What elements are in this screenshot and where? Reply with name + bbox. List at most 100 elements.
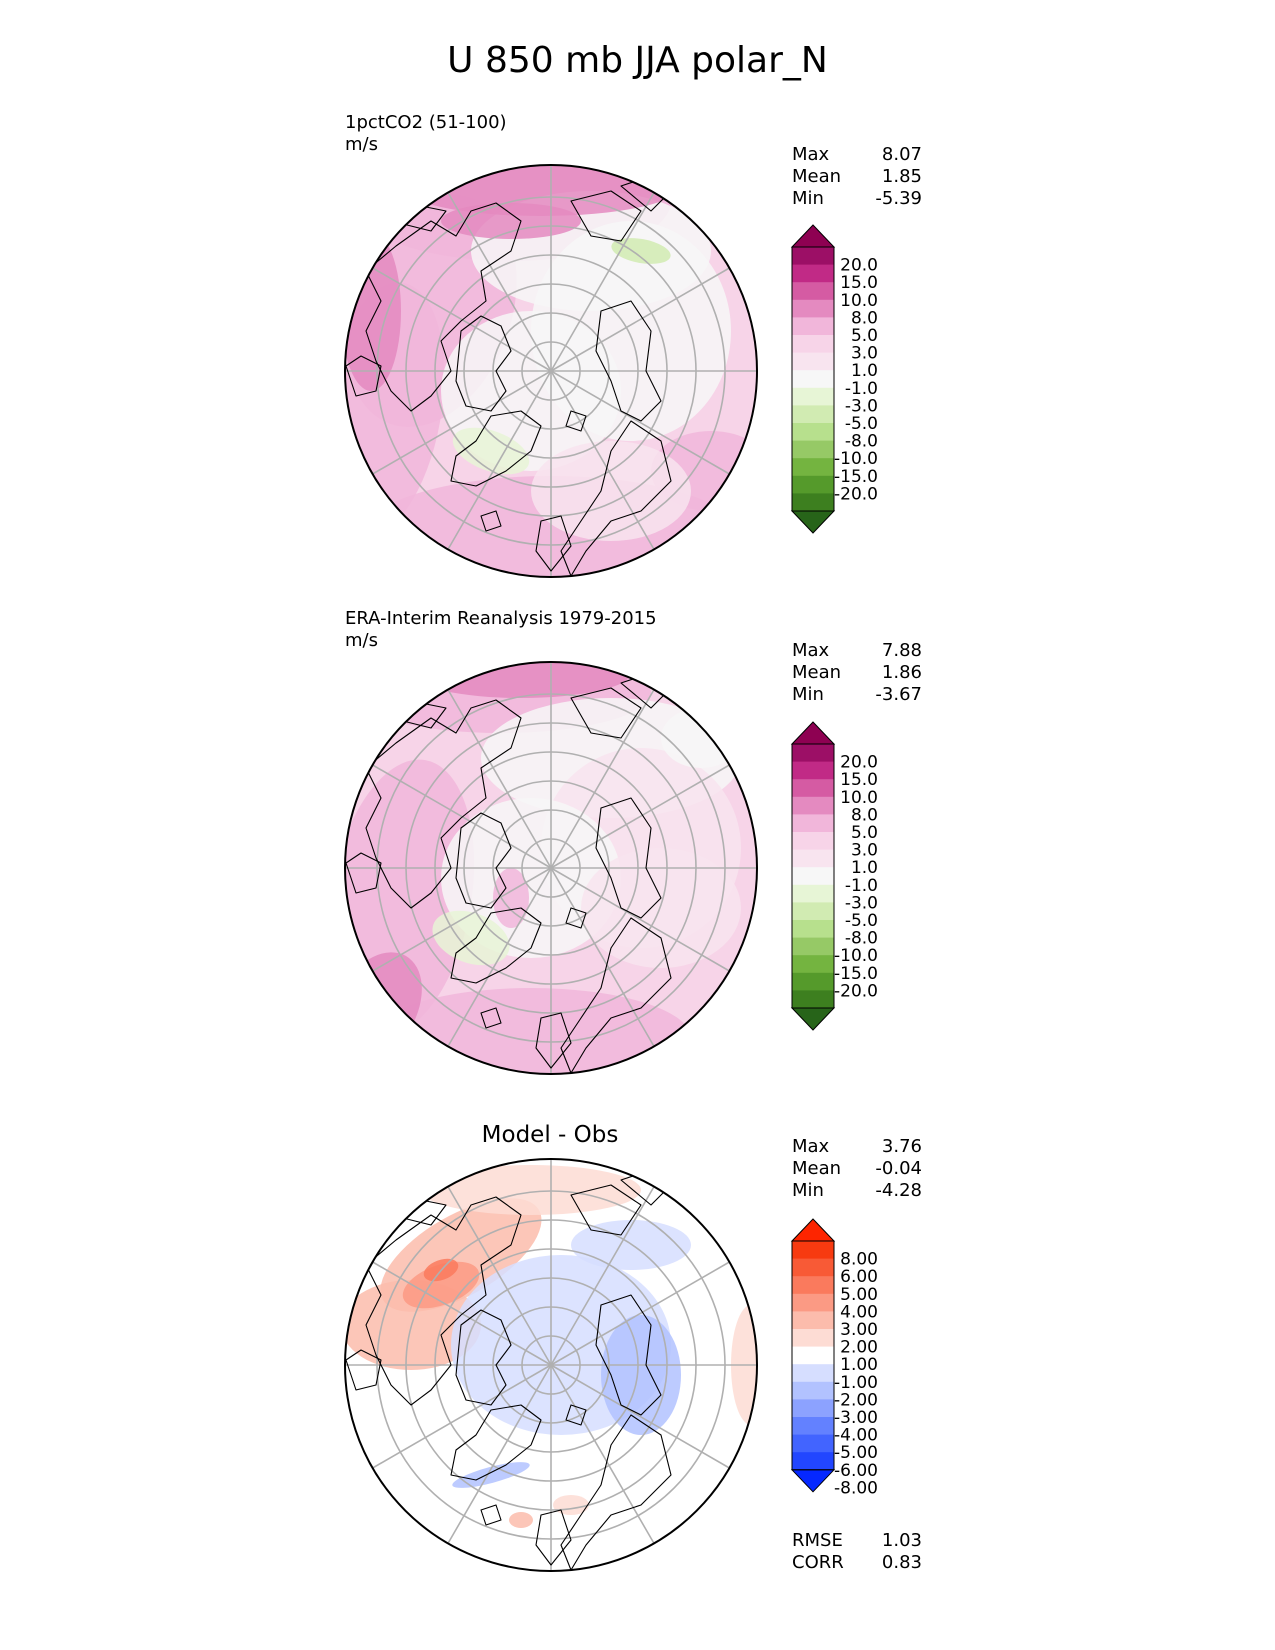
field-contour	[421, 1165, 641, 1215]
meridian-gridline	[550, 370, 730, 475]
field-contour	[452, 1462, 530, 1488]
meridian-gridline	[550, 867, 730, 972]
colorbar-tick-label: 5.0	[851, 326, 878, 346]
colorbar-tick-label: -1.0	[845, 379, 878, 399]
coastline	[595, 797, 662, 919]
panel1-stat-value: -5.39	[875, 188, 922, 209]
panel3-metric-label: CORR	[792, 1552, 844, 1573]
colorbar-swatch	[792, 1452, 834, 1471]
colorbar-swatch	[792, 779, 834, 798]
meridian-gridline	[550, 1364, 655, 1544]
colorbar-tick-label: -5.0	[845, 414, 878, 434]
colorbar-tick-label: -1.0	[845, 876, 878, 896]
colorbar-swatch	[792, 299, 834, 318]
meridian-gridline	[372, 1364, 552, 1469]
colorbar-1: 20.015.010.08.05.03.01.0-1.0-3.0-5.0-8.0…	[790, 224, 878, 534]
panel1-stat-value: 8.07	[881, 144, 922, 165]
colorbar-outline	[791, 246, 835, 512]
field-contour	[571, 1220, 691, 1270]
polar-map-1-field	[345, 165, 757, 577]
colorbar-tick-label: -10.0	[834, 449, 878, 469]
colorbar-tick-label: 8.00	[840, 1250, 878, 1270]
colorbar-outline	[791, 743, 835, 1009]
colorbar-tick-label: 1.0	[851, 858, 878, 878]
panel3-stat-label: Min	[792, 1180, 824, 1201]
panel1-stats: Max 8.07 Mean 1.85 Min -5.39	[792, 144, 922, 210]
colorbar-swatch	[792, 867, 834, 886]
colorbar-tick-label: 8.0	[851, 805, 878, 825]
polar-map-2-field	[345, 662, 757, 1074]
meridian-gridline	[447, 689, 552, 869]
colorbar-swatch	[792, 1311, 834, 1330]
colorbar-tick-label: -10.0	[834, 946, 878, 966]
colorbar-3: 8.006.005.004.003.002.001.00-1.00-2.00-3…	[790, 1218, 878, 1498]
coastline	[535, 515, 572, 572]
meridian-gridline	[550, 370, 655, 550]
colorbar-tick-label: -4.00	[834, 1426, 878, 1446]
colorbar-swatch	[792, 282, 834, 301]
panel1-stat-label: Min	[792, 188, 824, 209]
panel1-units: m/s	[345, 134, 378, 155]
panel2-units: m/s	[345, 630, 378, 651]
colorbar-swatch	[792, 247, 834, 266]
colorbar-tick-label: 10.0	[840, 291, 878, 311]
meridian-gridline	[372, 764, 552, 869]
coastline	[455, 1309, 512, 1406]
panel1-label: 1pctCO2 (51-100) m/s	[345, 112, 507, 156]
colorbar-swatch	[792, 955, 834, 974]
colorbar-tick-label: -20.0	[834, 484, 878, 504]
colorbar-swatch	[792, 423, 834, 442]
coastline	[480, 1504, 502, 1526]
panel3-metric-label: RMSE	[792, 1530, 843, 1551]
colorbar-swatch	[792, 1364, 834, 1383]
colorbar-swatch	[792, 1399, 834, 1418]
colorbar-swatch	[792, 744, 834, 763]
panel3-stat-value: -0.04	[875, 1158, 922, 1179]
panel2-title: ERA-Interim Reanalysis 1979-2015	[345, 608, 657, 629]
panel3-stat-label: Mean	[792, 1158, 842, 1179]
panel1-stat-label: Max	[792, 144, 830, 165]
field-contour	[411, 662, 631, 698]
colorbar-tick-label: -3.0	[845, 893, 878, 913]
colorbar-tick-label: 3.00	[840, 1320, 878, 1340]
meridian-gridline	[447, 1186, 552, 1366]
polar-map-3-field	[345, 1159, 757, 1571]
colorbar-tick-label: -8.0	[845, 432, 878, 452]
colorbar-tick-label: 15.0	[840, 273, 878, 293]
panel2-stat-label: Min	[792, 684, 824, 705]
coastline	[480, 1007, 502, 1029]
coastline	[565, 410, 587, 432]
panel1-stat-label: Mean	[792, 166, 842, 187]
colorbar-tick-label: 3.0	[851, 841, 878, 861]
colorbar-tick-label: -3.0	[845, 396, 878, 416]
meridian-gridline	[550, 689, 655, 869]
coastline	[345, 355, 382, 397]
coastline	[560, 1414, 672, 1571]
colorbar-swatch	[792, 493, 834, 512]
field-contour	[441, 203, 581, 239]
colorbar-swatch	[792, 264, 834, 283]
colorbar-swatch	[792, 902, 834, 921]
coastline	[535, 1012, 572, 1069]
colorbar-swatch	[792, 814, 834, 833]
colorbar-tick-label: 6.00	[840, 1267, 878, 1287]
colorbar-swatch	[792, 990, 834, 1009]
colorbar-swatch	[792, 1241, 834, 1260]
colorbar-swatch	[792, 1293, 834, 1312]
colorbar-tick-label: 5.0	[851, 823, 878, 843]
colorbar-swatch	[792, 937, 834, 956]
panel3-metrics: RMSE 1.03 CORR 0.83	[792, 1530, 922, 1574]
panel2-stat-value: 7.88	[881, 640, 922, 661]
polar-map-3-boundary	[344, 1158, 758, 1572]
colorbar-swatch	[792, 1434, 834, 1453]
meridian-gridline	[447, 1364, 552, 1544]
colorbar-tick-label: 10.0	[840, 788, 878, 808]
colorbar-tick-label: -5.0	[845, 911, 878, 931]
meridian-gridline	[550, 1261, 730, 1366]
colorbar-tick-label: 3.0	[851, 344, 878, 364]
coastline	[535, 1509, 572, 1566]
panel2-stat-label: Mean	[792, 662, 842, 683]
colorbar-swatch	[792, 1258, 834, 1277]
coastline	[455, 812, 512, 909]
